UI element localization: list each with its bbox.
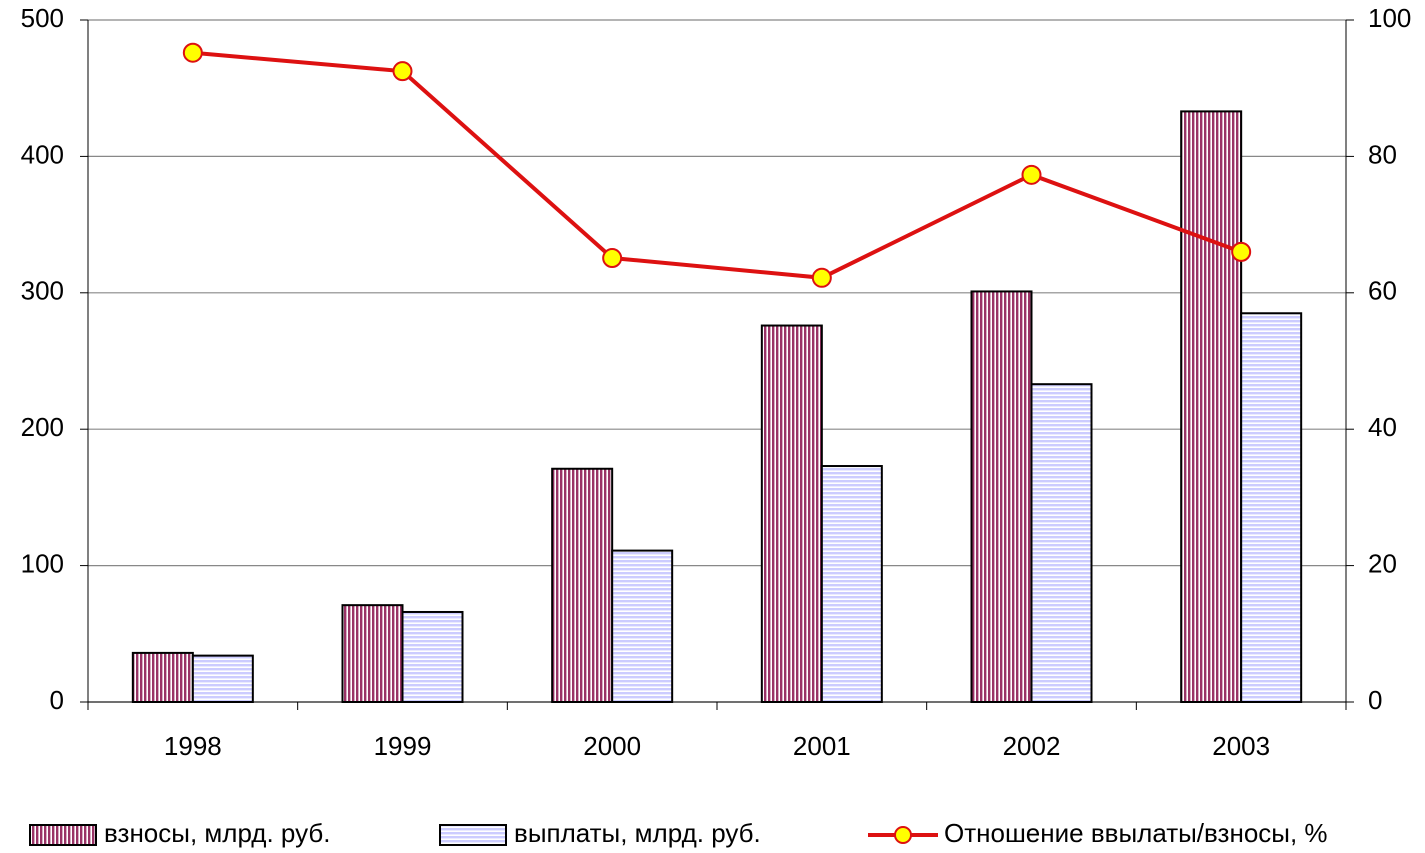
y-tick-label: 200 — [21, 412, 64, 442]
bar — [1180, 110, 1243, 703]
bar — [1240, 312, 1303, 703]
y2-tick-label: 40 — [1368, 412, 1397, 442]
marker — [1231, 241, 1252, 262]
legend-marker — [894, 826, 912, 844]
y2-tick-label: 100 — [1368, 3, 1411, 33]
x-tick-label: 1998 — [164, 731, 222, 761]
bar — [760, 324, 823, 703]
y-tick-label: 100 — [21, 548, 64, 578]
x-tick-label: 2000 — [583, 731, 641, 761]
bar — [191, 654, 254, 704]
marker — [811, 267, 832, 288]
line — [192, 50, 1242, 280]
y2-tick-label: 60 — [1368, 276, 1397, 306]
legend-swatch — [439, 824, 507, 846]
bar — [401, 610, 464, 704]
bar — [341, 604, 404, 704]
x-tick-label: 2001 — [793, 731, 851, 761]
bar — [820, 465, 883, 704]
x-tick-label: 2003 — [1212, 731, 1270, 761]
y-tick-label: 300 — [21, 276, 64, 306]
marker — [1021, 164, 1042, 185]
y-tick-label: 400 — [21, 139, 64, 169]
y2-tick-label: 80 — [1368, 139, 1397, 169]
legend-label: Отношение ввылаты/взносы, % — [944, 818, 1328, 848]
bar — [131, 651, 194, 703]
marker — [182, 42, 203, 63]
legend-label: выплаты, млрд. руб. — [514, 818, 761, 848]
marker — [602, 248, 623, 269]
x-tick-label: 2002 — [1003, 731, 1061, 761]
bar — [970, 290, 1033, 703]
legend-label: взносы, млрд. руб. — [104, 818, 331, 848]
bar — [611, 549, 674, 704]
bar — [1030, 383, 1093, 703]
y-tick-label: 0 — [50, 685, 64, 715]
y2-tick-label: 0 — [1368, 685, 1382, 715]
x-tick-label: 1999 — [374, 731, 432, 761]
bar — [551, 467, 614, 704]
y2-tick-label: 20 — [1368, 548, 1397, 578]
marker — [392, 61, 413, 82]
legend-swatch — [29, 824, 97, 846]
y-tick-label: 500 — [21, 3, 64, 33]
